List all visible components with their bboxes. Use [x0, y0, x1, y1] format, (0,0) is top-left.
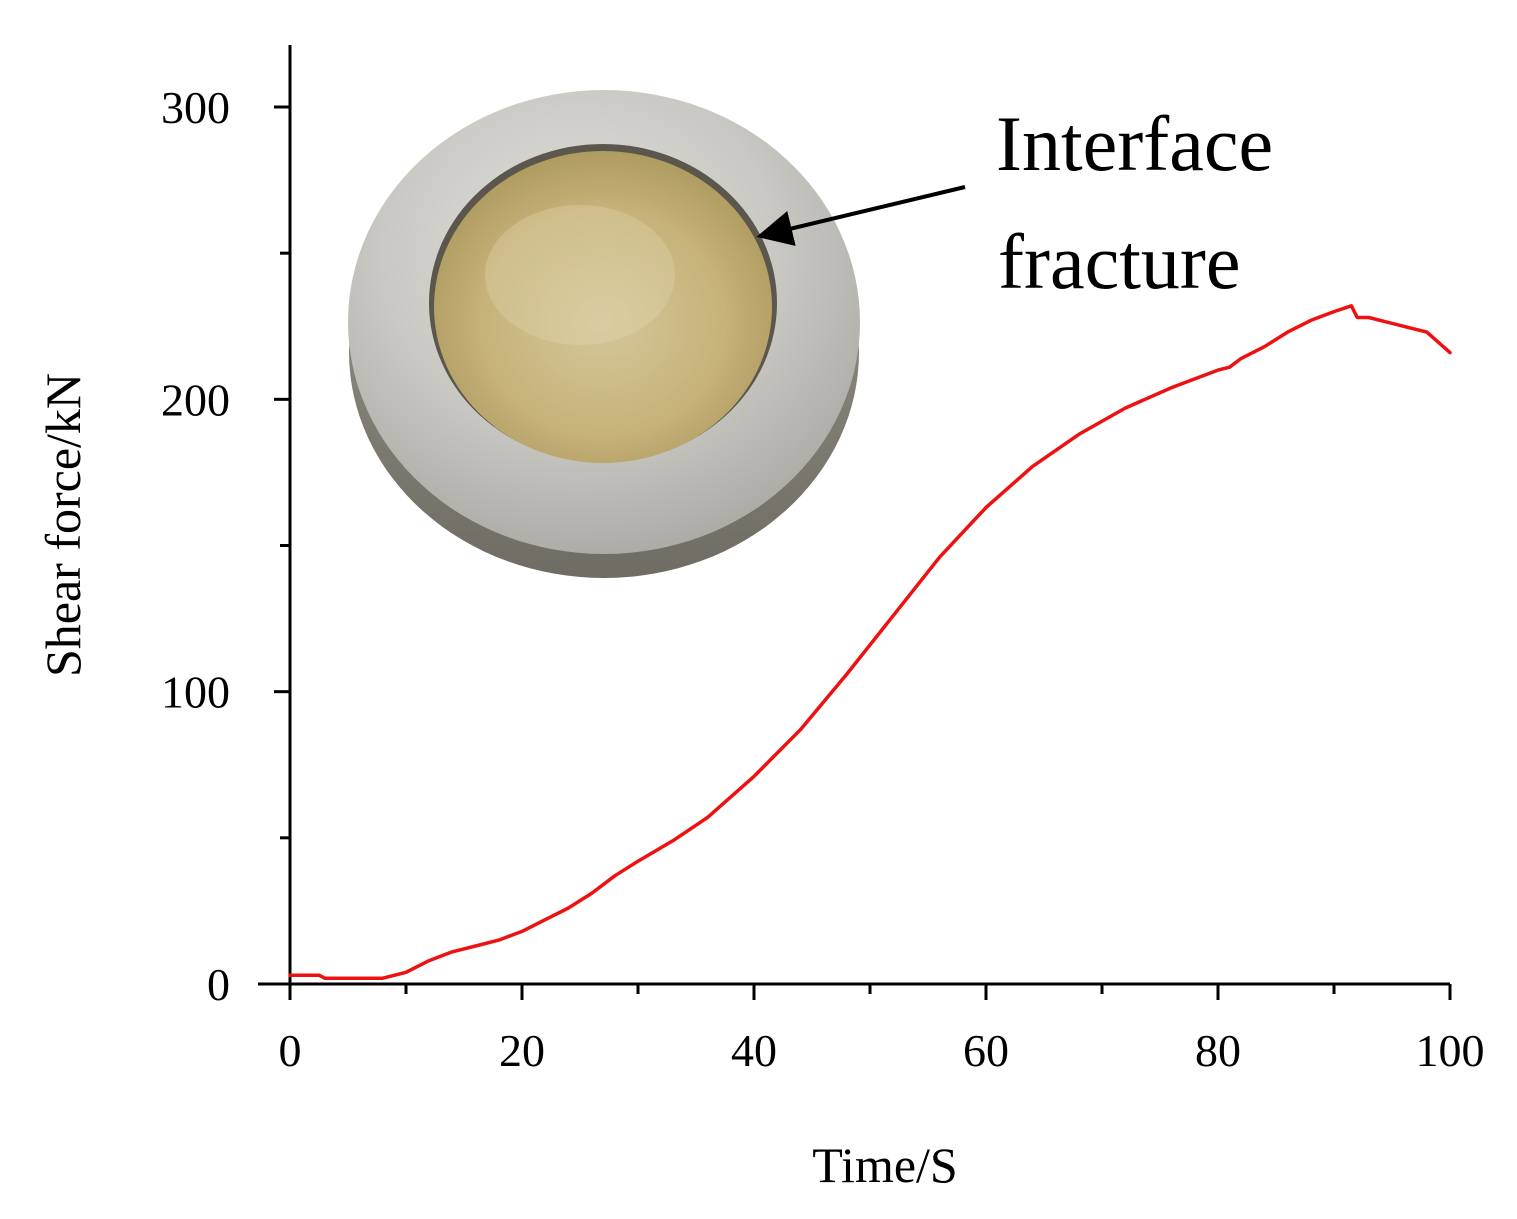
y-tick-label: 200 — [161, 374, 230, 425]
x-tick-label: 20 — [499, 1025, 545, 1076]
annotation-line-2: fracture — [998, 218, 1240, 305]
y-tick-label: 300 — [161, 82, 230, 133]
specimen-brass-core — [434, 151, 772, 463]
axis-tick-labels: 0 20 40 60 80 100 0 100 200 300 — [161, 82, 1485, 1076]
x-tick-label: 100 — [1416, 1025, 1485, 1076]
annotation-line-1: Interface — [996, 100, 1273, 187]
specimen-photo — [348, 90, 860, 578]
x-tick-label: 0 — [279, 1025, 302, 1076]
y-tick-label: 100 — [161, 667, 230, 718]
y-tick-label: 0 — [207, 959, 230, 1010]
specimen-core-highlight — [485, 205, 675, 345]
x-tick-label: 40 — [731, 1025, 777, 1076]
shear-force-curve — [288, 304, 1452, 980]
annotation-arrow — [756, 185, 966, 246]
x-axis-title: Time/S — [812, 1137, 957, 1193]
y-axis-title: Shear force/kN — [35, 373, 91, 677]
x-tick-label: 80 — [1195, 1025, 1241, 1076]
axis-ticks — [274, 105, 1452, 1000]
x-tick-label: 60 — [963, 1025, 1009, 1076]
